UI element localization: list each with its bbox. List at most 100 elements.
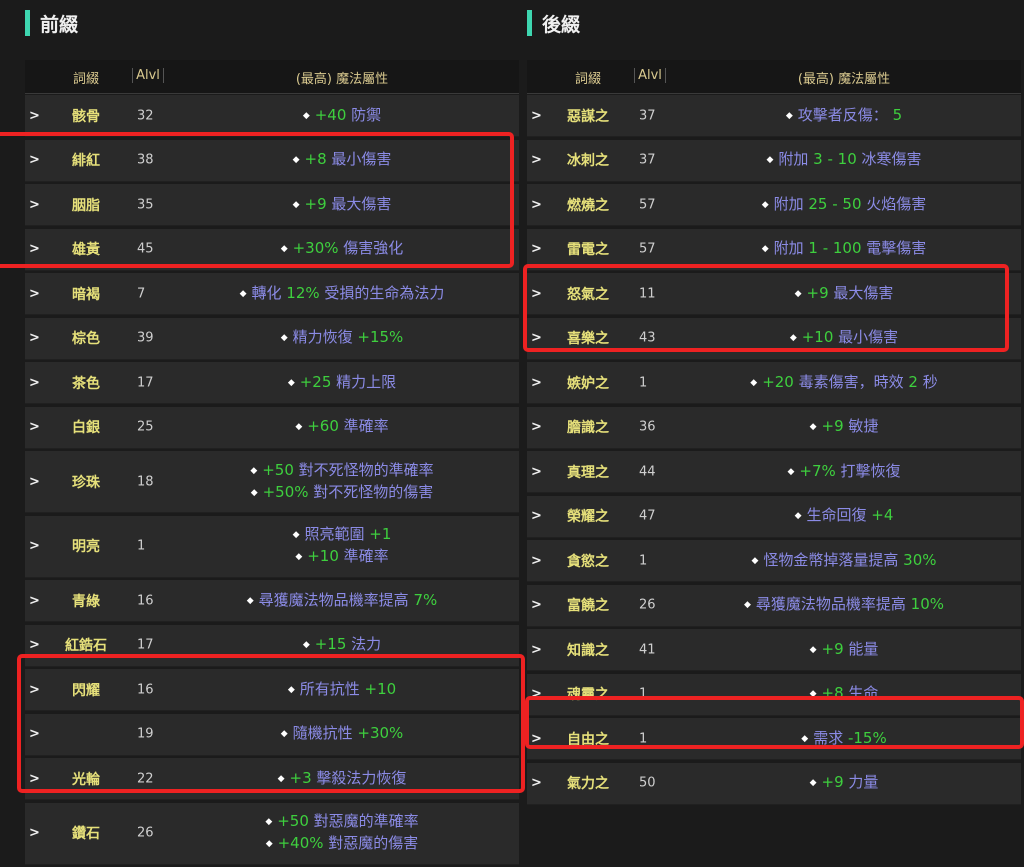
table-row[interactable]: > 怒氣之 11 ◆ +9 最大傷害	[527, 273, 1021, 315]
table-row[interactable]: > 紅鋯石 17 ◆ +15 法力	[25, 624, 519, 667]
stat-value: 2	[908, 372, 918, 391]
stat-text: 對惡魔的傷害	[323, 834, 419, 852]
affix-alvl: 38	[137, 152, 154, 168]
table-row[interactable]: > 喜樂之 43 ◆ +10 最小傷害	[527, 317, 1021, 360]
chevron-right-icon[interactable]: >	[29, 419, 40, 435]
chevron-right-icon[interactable]: >	[29, 538, 40, 554]
stat-line: ◆ +9 最大傷害	[165, 194, 519, 216]
affix-name: 嫉妒之	[567, 375, 609, 392]
column-header-affix[interactable]: 詞綴	[72, 72, 99, 87]
stat-line: ◆ 尋獲魔法物品機率提高 10%	[667, 594, 1021, 616]
bullet-icon: ◆	[287, 684, 295, 695]
column-header-affix[interactable]: 詞綴	[574, 72, 601, 87]
chevron-right-icon[interactable]: >	[29, 682, 40, 697]
chevron-right-icon[interactable]: >	[29, 474, 40, 489]
chevron-right-icon[interactable]: >	[29, 330, 40, 346]
chevron-right-icon[interactable]: >	[29, 197, 40, 212]
table-row[interactable]: > 惡謀之 37 ◆ 攻擊者反傷： 5	[527, 95, 1021, 137]
chevron-right-icon[interactable]: >	[29, 375, 40, 390]
table-row[interactable]: > 鑽石 26 ◆ +50 對惡魔的準確率 ◆ +40% 對惡魔的傷害	[25, 802, 519, 865]
column-header-stat[interactable]: (最高) 魔法屬性	[295, 72, 389, 87]
chevron-right-icon[interactable]: >	[29, 108, 40, 123]
chevron-right-icon[interactable]: >	[531, 152, 542, 168]
stat-line: ◆ 附加 25 - 50 火焰傷害	[667, 194, 1021, 216]
table-row[interactable]: > 膽識之 36 ◆ +9 敏捷	[527, 406, 1021, 449]
table-row[interactable]: > 自由之 1 ◆ 需求 -15%	[527, 718, 1021, 760]
table-row[interactable]: > 雷電之 57 ◆ 附加 1 - 100 電擊傷害	[527, 228, 1021, 271]
column-header-stat[interactable]: (最高) 魔法屬性	[797, 72, 891, 87]
chevron-right-icon[interactable]: >	[531, 419, 542, 435]
affix-alvl: 35	[137, 197, 154, 212]
stat-text: 毒素傷害，時效	[793, 372, 909, 391]
affix-alvl: 19	[137, 726, 154, 742]
stat-value: +8	[821, 684, 844, 702]
chevron-right-icon[interactable]: >	[29, 825, 40, 841]
chevron-right-icon[interactable]: >	[29, 637, 40, 653]
stat-text: 傷害強化	[338, 239, 404, 257]
chevron-right-icon[interactable]: >	[531, 553, 542, 568]
chevron-right-icon[interactable]: >	[29, 241, 40, 257]
chevron-right-icon[interactable]: >	[29, 152, 40, 168]
bullet-icon: ◆	[787, 466, 795, 477]
chevron-right-icon[interactable]: >	[531, 508, 542, 524]
table-row[interactable]: > 珍珠 18 ◆ +50 對不死怪物的準確率 ◆ +50% 對不死怪物的傷害	[25, 451, 519, 513]
table-row[interactable]: > 魂靈之 1 ◆ +8 生命	[527, 673, 1021, 716]
stat-text: 附加	[773, 239, 809, 257]
stat-text: 對不死怪物的傷害	[308, 482, 434, 501]
chevron-right-icon[interactable]: >	[531, 286, 542, 301]
table-row[interactable]: > 緋紅 38 ◆ +8 最小傷害	[25, 139, 519, 182]
chevron-right-icon[interactable]: >	[531, 464, 542, 479]
bullet-icon: ◆	[292, 155, 300, 165]
table-row[interactable]: > 茶色 17 ◆ +25 精力上限	[25, 362, 519, 404]
chevron-right-icon[interactable]: >	[29, 593, 40, 608]
table-row[interactable]: > 真理之 44 ◆ +7% 打擊恢復	[527, 451, 1021, 493]
table-row[interactable]: > 胭脂 35 ◆ +9 最大傷害	[25, 184, 519, 226]
table-row[interactable]: > 19 ◆ 隨機抗性 +30%	[25, 713, 519, 756]
table-row[interactable]: > 雄黃 45 ◆ +30% 傷害強化	[25, 228, 519, 271]
bullet-icon: ◆	[743, 600, 751, 610]
column-header-alvl[interactable]: Alvl	[634, 68, 666, 83]
chevron-right-icon[interactable]: >	[29, 726, 40, 742]
table-row[interactable]: > 暗褐 7 ◆ 轉化 12% 受損的生命為法力	[25, 273, 519, 315]
table-row[interactable]: > 燃燒之 57 ◆ 附加 25 - 50 火焰傷害	[527, 184, 1021, 226]
table-row[interactable]: > 光輪 22 ◆ +3 擊殺法力恢復	[25, 758, 519, 800]
bullet-icon: ◆	[250, 487, 258, 498]
affix-name: 膽識之	[567, 420, 609, 436]
chevron-right-icon[interactable]: >	[29, 771, 40, 786]
table-header: 詞綴 Alvl (最高) 魔法屬性	[527, 60, 1021, 94]
stat-text: 擊殺法力恢復	[311, 768, 407, 787]
affix-name: 雄黃	[72, 242, 100, 258]
bullet-icon: ◆	[809, 689, 817, 699]
chevron-right-icon[interactable]: >	[531, 642, 542, 657]
table-row[interactable]: > 貪慾之 1 ◆ 怪物金幣掉落量提高 30%	[527, 540, 1021, 582]
chevron-right-icon[interactable]: >	[531, 686, 542, 702]
table-row[interactable]: > 榮耀之 47 ◆ 生命回復 +4	[527, 495, 1021, 538]
table-row[interactable]: > 白銀 25 ◆ +60 準確率	[25, 406, 519, 449]
chevron-right-icon[interactable]: >	[531, 197, 542, 212]
chevron-right-icon[interactable]: >	[531, 330, 542, 346]
chevron-right-icon[interactable]: >	[531, 775, 542, 791]
chevron-right-icon[interactable]: >	[531, 731, 542, 746]
table-row[interactable]: > 氣力之 50 ◆ +9 力量	[527, 762, 1021, 805]
table-row[interactable]: > 嫉妒之 1 ◆ +20 毒素傷害，時效 2 秒	[527, 362, 1021, 404]
bullet-icon: ◆	[295, 552, 303, 562]
chevron-right-icon[interactable]: >	[531, 108, 542, 123]
chevron-right-icon[interactable]: >	[531, 375, 542, 390]
table-row[interactable]: > 知識之 41 ◆ +9 能量	[527, 629, 1021, 671]
table-row[interactable]: > 冰刺之 37 ◆ 附加 3 - 10 冰寒傷害	[527, 139, 1021, 182]
table-row[interactable]: > 閃耀 16 ◆ 所有抗性 +10	[25, 669, 519, 711]
stat-value: 3 - 10	[813, 150, 857, 168]
table-row[interactable]: > 富饒之 26 ◆ 尋獲魔法物品機率提高 10%	[527, 584, 1021, 627]
affix-name: 明亮	[72, 539, 100, 555]
table-header: 詞綴 Alvl (最高) 魔法屬性	[25, 60, 519, 94]
table-row[interactable]: > 青綠 16 ◆ 尋獲魔法物品機率提高 7%	[25, 580, 519, 622]
chevron-right-icon[interactable]: >	[531, 597, 542, 613]
table-row[interactable]: > 明亮 1 ◆ 照亮範圍 +1 ◆ +10 準確率	[25, 515, 519, 578]
table-row[interactable]: > 骸骨 32 ◆ +40 防禦	[25, 95, 519, 137]
affix-alvl: 41	[639, 642, 656, 657]
table-row[interactable]: > 棕色 39 ◆ 精力恢復 +15%	[25, 317, 519, 360]
chevron-right-icon[interactable]: >	[29, 286, 40, 301]
affix-name: 惡謀之	[567, 108, 609, 125]
column-header-alvl[interactable]: Alvl	[132, 68, 164, 83]
chevron-right-icon[interactable]: >	[531, 241, 542, 257]
